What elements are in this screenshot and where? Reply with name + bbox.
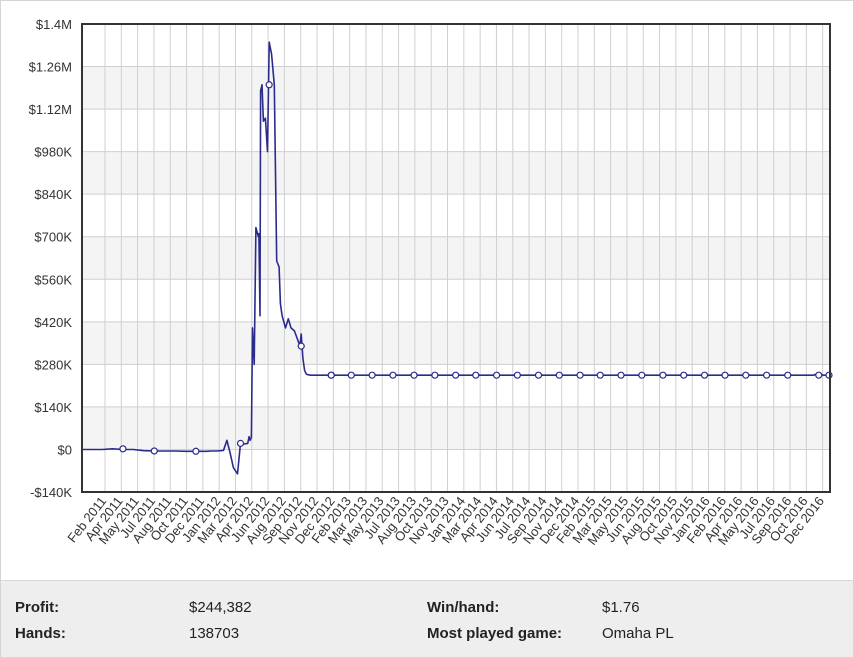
data-point: [327, 371, 335, 379]
data-point: [347, 371, 355, 379]
plot-band: [82, 236, 830, 280]
data-point: [431, 371, 439, 379]
data-point: [680, 371, 688, 379]
y-tick-label: $1.26M: [29, 60, 72, 75]
y-tick-label: $420K: [34, 315, 72, 330]
data-point: [265, 81, 273, 89]
data-point: [119, 445, 127, 453]
data-point: [576, 371, 584, 379]
hands-label: Hands:: [15, 625, 66, 642]
data-point: [617, 371, 625, 379]
profit-label: Profit:: [15, 599, 60, 616]
data-point: [192, 447, 200, 455]
plot-band: [82, 66, 830, 110]
chart-area: -$140K $0 $140K $280K $420K $560K $700K $840K $9…: [1, 1, 853, 579]
data-point: [389, 371, 397, 379]
plot-band: [82, 321, 830, 365]
data-point: [297, 342, 305, 350]
y-tick-label: $0: [58, 442, 72, 457]
y-tick-label: $840K: [34, 187, 72, 202]
data-point: [825, 371, 833, 379]
plot-band: [82, 406, 830, 450]
data-point: [513, 371, 521, 379]
y-tick-label: $140K: [34, 400, 72, 415]
win-per-hand-value: $1.76: [602, 599, 640, 616]
hands-value: 138703: [189, 625, 240, 642]
y-tick-label: $560K: [34, 272, 72, 287]
y-tick-label: $1.4M: [36, 17, 72, 32]
data-point: [452, 371, 460, 379]
data-point: [534, 371, 543, 379]
profit-value: $244,382: [189, 599, 252, 616]
data-point: [596, 371, 604, 379]
y-tick-label: -$140K: [30, 485, 72, 500]
data-point: [368, 371, 376, 379]
data-point: [472, 371, 480, 379]
win-per-hand-label: Win/hand:: [427, 599, 500, 616]
y-tick-label: $1.12M: [29, 102, 72, 117]
data-point: [492, 371, 501, 379]
stats-panel: Profit: $244,382 Hands: 138703 Win/hand:…: [1, 580, 853, 657]
data-point: [236, 439, 245, 447]
data-point: [721, 371, 729, 379]
profit-chart: -$140K $0 $140K $280K $420K $560K $700K $840K $9…: [29, 17, 833, 548]
most-played-game-label: Most played game:: [427, 625, 563, 642]
data-point: [700, 371, 709, 379]
most-played-game-value: Omaha PL: [602, 625, 674, 642]
data-point: [659, 371, 667, 379]
data-point: [762, 371, 771, 379]
data-point: [410, 371, 418, 379]
y-tick-label: $980K: [34, 145, 72, 160]
data-point: [784, 371, 792, 379]
plot-border: [81, 23, 831, 493]
data-point: [815, 371, 823, 379]
data-point: [742, 371, 750, 379]
data-point: [150, 447, 158, 455]
y-tick-label: $280K: [34, 357, 72, 372]
y-tick-label: $700K: [34, 230, 72, 245]
data-point: [638, 371, 646, 379]
data-point: [555, 371, 563, 379]
plot-band: [82, 151, 830, 195]
